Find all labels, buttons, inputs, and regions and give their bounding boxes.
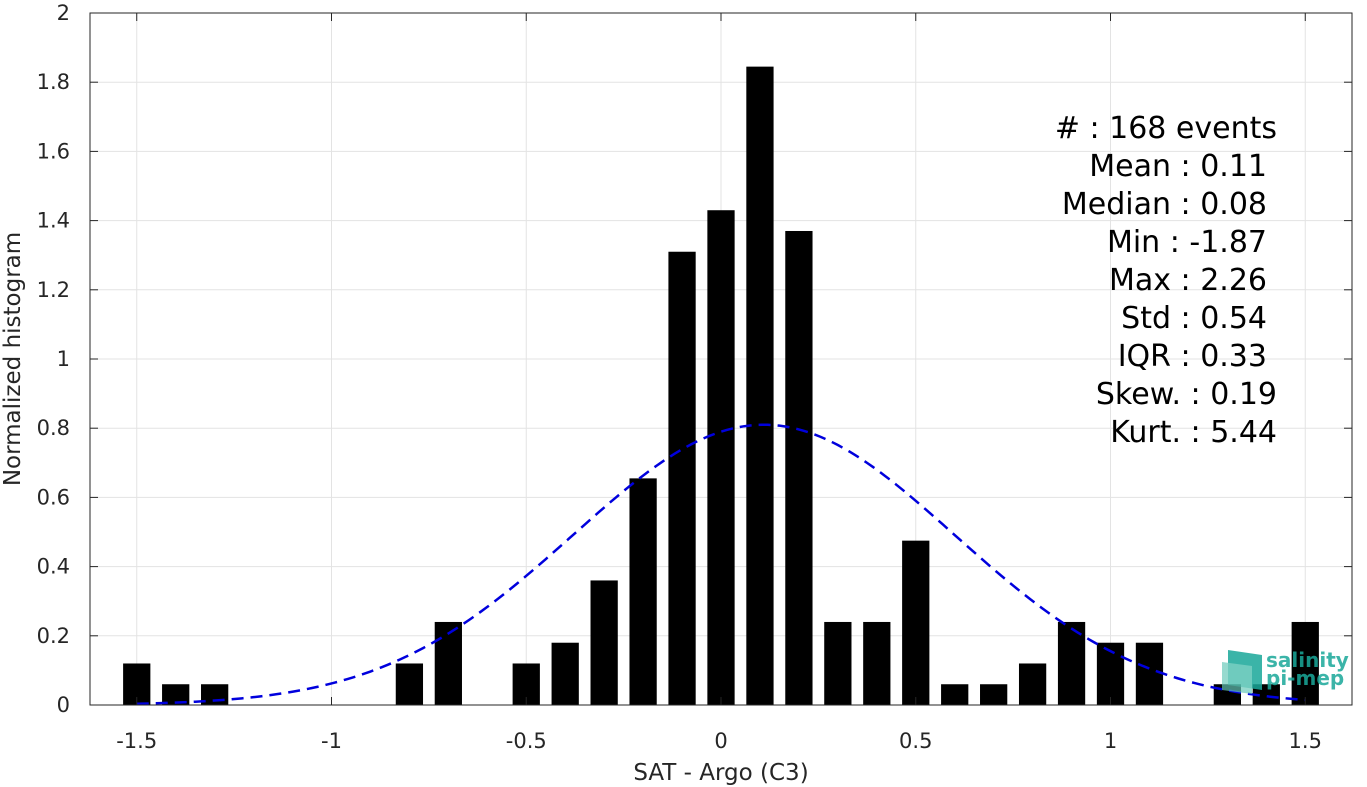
histogram-bar <box>395 663 424 705</box>
x-axis-ticks: -1.5 -1 -0.5 0 0.5 1 1.5 <box>116 13 1322 753</box>
histogram-bars <box>123 66 1319 706</box>
histogram-bar <box>590 580 618 705</box>
x-axis-label: SAT - Argo (C3) <box>633 760 808 786</box>
pimep-logo-icon <box>1222 650 1262 694</box>
x-tick-label: 0 <box>714 729 727 753</box>
y-tick-label: 1.6 <box>37 139 70 163</box>
histogram-bar <box>162 684 190 705</box>
pimep-logo: salinity pi-mep <box>1222 648 1349 694</box>
x-tick-label: -0.5 <box>506 729 547 753</box>
x-tick-label: 1 <box>1104 729 1117 753</box>
y-tick-label: 1.4 <box>37 209 70 233</box>
y-tick-label: 1.2 <box>37 278 70 302</box>
x-tick-label: 1.5 <box>1289 729 1322 753</box>
histogram-bar <box>551 642 579 705</box>
stats-box: # : 168 events Mean : 0.11 Median : 0.08… <box>1055 111 1277 450</box>
y-axis-label: Normalized histogram <box>0 232 26 486</box>
y-tick-label: 0.2 <box>37 624 70 648</box>
y-tick-label: 1.8 <box>37 70 70 94</box>
x-tick-label: 0.5 <box>899 729 932 753</box>
stat-max: Max : 2.26 <box>1109 263 1267 298</box>
normal-fit-curve <box>136 423 1306 705</box>
y-tick-label: 0.6 <box>37 485 70 509</box>
histogram-bar <box>1057 621 1086 705</box>
x-tick-label: -1 <box>321 729 342 753</box>
y-tick-label: 1 <box>57 347 70 371</box>
histogram-bar <box>785 230 813 706</box>
histogram-bar <box>941 684 969 705</box>
stat-mean: Mean : 0.11 <box>1089 149 1267 184</box>
logo-line1: salinity <box>1266 648 1349 672</box>
y-tick-label: 0.4 <box>37 555 70 579</box>
histogram-bar <box>746 66 774 705</box>
stat-kurt: Kurt. : 5.44 <box>1110 415 1277 450</box>
stat-count: # : 168 events <box>1055 111 1277 146</box>
histogram-bar <box>1018 663 1047 705</box>
histogram-bar <box>1291 621 1319 705</box>
histogram-bar <box>707 210 735 705</box>
y-tick-label: 2 <box>57 1 70 25</box>
y-tick-label: 0.8 <box>37 416 70 440</box>
stat-std: Std : 0.54 <box>1121 301 1267 336</box>
histogram-bar <box>1135 642 1164 705</box>
histogram-bar <box>1096 642 1125 705</box>
stat-iqr: IQR : 0.33 <box>1118 339 1267 374</box>
histogram-bar <box>434 621 462 705</box>
stat-min: Min : -1.87 <box>1107 225 1267 260</box>
histogram-bar <box>902 540 930 705</box>
histogram-bar <box>668 251 696 706</box>
stat-skew: Skew. : 0.19 <box>1096 377 1277 412</box>
histogram-bar <box>980 684 1008 705</box>
x-tick-label: -1.5 <box>116 729 157 753</box>
y-axis-ticks: 0 0.2 0.4 0.6 0.8 1 1.2 1.4 1.6 1.8 2 <box>37 1 1352 717</box>
logo-line2: pi-mep <box>1266 666 1344 690</box>
histogram-bar <box>629 478 657 705</box>
stat-median: Median : 0.08 <box>1062 187 1267 222</box>
y-tick-label: 0 <box>57 693 70 717</box>
histogram-bar <box>863 621 891 705</box>
histogram-bar <box>824 621 852 705</box>
